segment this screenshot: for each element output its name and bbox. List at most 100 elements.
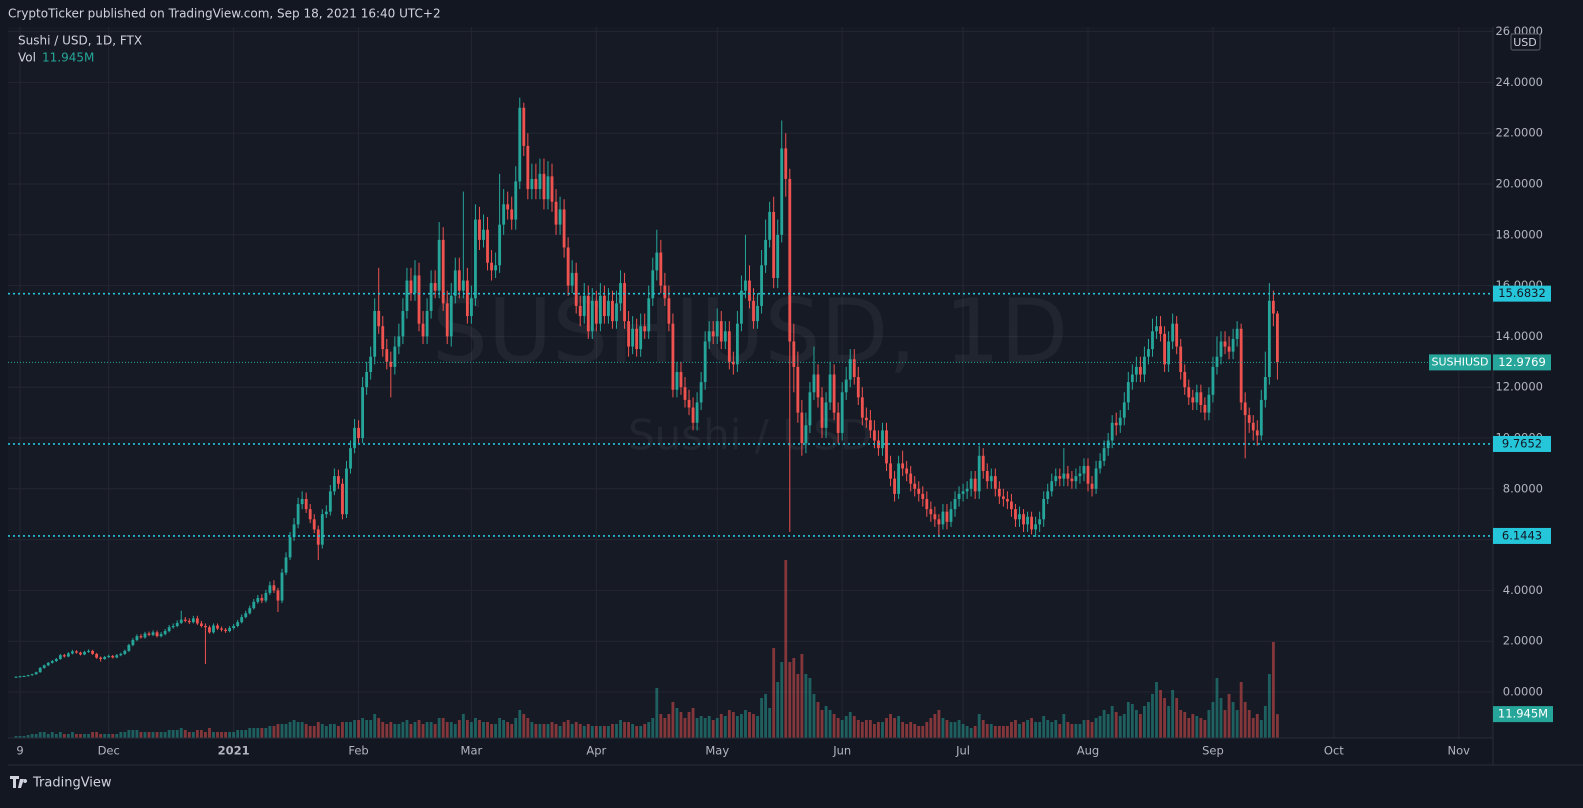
volume-bar bbox=[212, 732, 215, 738]
volume-bar bbox=[151, 732, 155, 738]
candle-body bbox=[530, 178, 534, 190]
candle-body bbox=[292, 524, 296, 538]
candle-body bbox=[441, 239, 445, 304]
candle-body bbox=[1207, 394, 1211, 413]
volume-bar bbox=[558, 726, 562, 738]
volume-bar bbox=[139, 732, 143, 738]
candle-body bbox=[1054, 476, 1058, 482]
x-tick-label: Feb bbox=[348, 744, 368, 758]
candle-body bbox=[204, 625, 207, 628]
candle-body bbox=[1231, 338, 1235, 352]
candle-body bbox=[224, 629, 227, 632]
candle-body bbox=[312, 519, 316, 530]
volume-bar bbox=[663, 718, 667, 738]
candle-body bbox=[14, 676, 18, 678]
candle-body bbox=[131, 639, 135, 646]
candle-body bbox=[788, 178, 792, 342]
publisher-line: CryptoTicker published on TradingView.co… bbox=[8, 7, 441, 21]
volume-bar bbox=[208, 728, 211, 738]
volume-bar bbox=[490, 724, 493, 738]
y-tick-label: 24.0000 bbox=[1495, 75, 1543, 89]
volume-bar bbox=[1267, 674, 1271, 738]
watermark-sub: Sushi / USD bbox=[628, 411, 872, 460]
candle-body bbox=[34, 672, 38, 675]
candle-body bbox=[1030, 516, 1033, 530]
volume-bar bbox=[183, 730, 187, 738]
y-tick-label: 20.0000 bbox=[1495, 176, 1543, 190]
candle-body bbox=[445, 303, 449, 337]
volume-bar bbox=[1143, 706, 1146, 738]
candle-body bbox=[1259, 399, 1263, 436]
candle-body bbox=[1110, 422, 1114, 441]
candle-body bbox=[889, 463, 892, 479]
candle-body bbox=[687, 399, 691, 408]
candle-body bbox=[324, 511, 328, 515]
volume-bar bbox=[34, 734, 38, 738]
candle-body bbox=[836, 412, 840, 433]
volume-bar bbox=[711, 720, 715, 738]
candle-body bbox=[703, 341, 707, 383]
candle-body bbox=[1223, 341, 1227, 347]
candle-body bbox=[151, 632, 155, 635]
x-tick-label: Apr bbox=[586, 744, 606, 758]
volume-bar bbox=[220, 732, 223, 738]
volume-bar bbox=[518, 710, 522, 738]
volume-bar bbox=[54, 734, 58, 738]
volume-bar bbox=[284, 724, 288, 738]
volume-bar bbox=[409, 724, 413, 738]
volume-bar bbox=[1183, 712, 1187, 738]
candle-body bbox=[1010, 501, 1013, 510]
candle-body bbox=[820, 397, 824, 428]
candle-body bbox=[1267, 300, 1271, 378]
candle-body bbox=[840, 392, 844, 433]
volume-bar bbox=[405, 720, 409, 738]
candle-body bbox=[369, 356, 373, 372]
volume-bar bbox=[1191, 714, 1195, 738]
candle-body bbox=[345, 468, 348, 515]
candle-body bbox=[26, 675, 30, 677]
candle-body bbox=[804, 425, 808, 444]
volume-bar bbox=[905, 724, 909, 738]
volume-bar bbox=[1276, 714, 1279, 738]
brand-name[interactable]: TradingView bbox=[32, 776, 112, 791]
candle-body bbox=[1271, 300, 1275, 314]
volume-bar bbox=[655, 688, 659, 738]
volume-bar bbox=[1215, 678, 1219, 738]
volume-bar bbox=[897, 716, 901, 738]
volume-legend-value: 11.945M bbox=[42, 51, 94, 65]
candle-body bbox=[212, 625, 215, 633]
candle-body bbox=[389, 361, 393, 367]
candle-body bbox=[478, 219, 481, 240]
volume-bar bbox=[764, 694, 768, 738]
volume-bar bbox=[635, 726, 639, 738]
volume-bar bbox=[461, 714, 465, 738]
volume-bar bbox=[465, 720, 469, 738]
candle-body bbox=[22, 676, 26, 678]
candle-body bbox=[735, 323, 739, 365]
volume-bar bbox=[163, 732, 167, 738]
volume-bar bbox=[909, 722, 913, 738]
volume-bar bbox=[26, 735, 30, 738]
candle-body bbox=[474, 219, 477, 299]
volume-bar bbox=[1259, 720, 1263, 738]
volume-bar bbox=[844, 716, 848, 738]
volume-bar bbox=[824, 706, 828, 738]
candle-body bbox=[155, 632, 159, 637]
volume-bar bbox=[280, 724, 284, 738]
volume-bar bbox=[804, 674, 808, 738]
volume-bar bbox=[873, 724, 876, 738]
candle-body bbox=[276, 590, 280, 601]
candle-body bbox=[457, 270, 461, 291]
volume-bar bbox=[502, 720, 506, 738]
candle-body bbox=[1074, 476, 1078, 482]
volume-bar bbox=[228, 732, 232, 738]
volume-bar bbox=[1122, 714, 1126, 738]
candle-body bbox=[538, 173, 542, 190]
candle-body bbox=[1199, 392, 1203, 405]
volume-bar bbox=[1255, 714, 1259, 738]
candle-body bbox=[1219, 341, 1223, 357]
volume-bar bbox=[623, 722, 626, 738]
candle-body bbox=[643, 326, 647, 332]
volume-bar bbox=[449, 722, 453, 738]
